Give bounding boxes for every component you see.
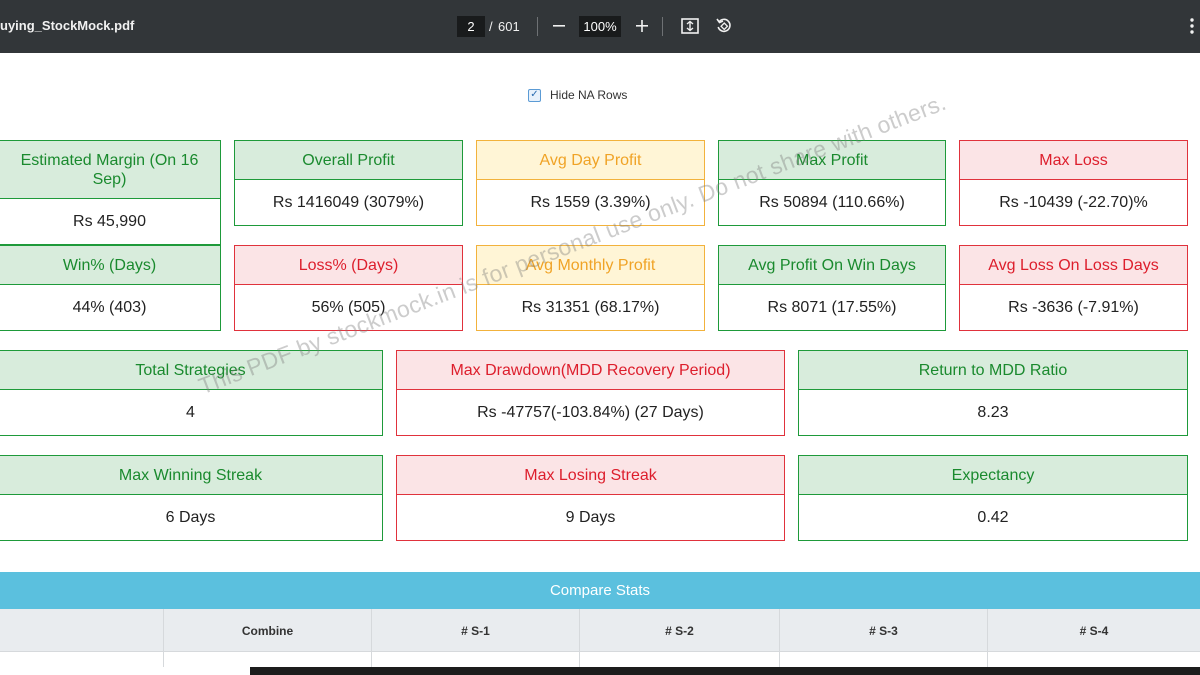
overall-profit-card: Overall Profit Rs 1416049 (3079%) xyxy=(234,140,463,226)
card-label: Max Profit xyxy=(719,141,945,180)
card-label: Loss% (Days) xyxy=(235,246,462,285)
max-profit-card: Max Profit Rs 50894 (110.66%) xyxy=(718,140,946,226)
card-label: Avg Profit On Win Days xyxy=(719,246,945,285)
column-header-s1[interactable]: # S-1 xyxy=(371,609,579,652)
win-pct-card: Win% (Days) 44% (403) xyxy=(0,245,221,331)
card-label: Max Winning Streak xyxy=(0,456,382,495)
column-header-combine[interactable]: Combine xyxy=(163,609,371,652)
card-value: 9 Days xyxy=(397,495,784,540)
max-losing-streak-card: Max Losing Streak 9 Days xyxy=(396,455,785,541)
table-cell xyxy=(371,652,579,667)
document-title: uying_StockMock.pdf xyxy=(0,18,134,33)
card-label: Estimated Margin (On 16 Sep) xyxy=(0,141,220,199)
os-taskbar xyxy=(250,667,1200,675)
card-value: Rs 31351 (68.17%) xyxy=(477,285,704,330)
expectancy-card: Expectancy 0.42 xyxy=(798,455,1188,541)
card-label: Expectancy xyxy=(799,456,1187,495)
card-value: Rs 1559 (3.39%) xyxy=(477,180,704,225)
table-cell xyxy=(779,652,987,667)
card-value: Rs 50894 (110.66%) xyxy=(719,180,945,225)
hide-na-checkbox[interactable]: ✓ xyxy=(528,89,541,102)
card-label: Total Strategies xyxy=(0,351,382,390)
card-value: Rs -47757(-103.84%) (27 Days) xyxy=(397,390,784,435)
card-value: 0.42 xyxy=(799,495,1187,540)
card-value: 4 xyxy=(0,390,382,435)
table-cell xyxy=(163,652,371,667)
card-label: Max Drawdown(MDD Recovery Period) xyxy=(397,351,784,390)
card-value: 56% (505) xyxy=(235,285,462,330)
rotate-icon[interactable] xyxy=(712,14,736,38)
card-value: Rs 45,990 xyxy=(0,199,220,244)
page-separator: / xyxy=(489,19,493,34)
pdf-toolbar: uying_StockMock.pdf 2 / 601 100% xyxy=(0,0,1200,53)
card-label: Win% (Days) xyxy=(0,246,220,285)
zoom-level-input[interactable]: 100% xyxy=(579,16,621,37)
avg-day-profit-card: Avg Day Profit Rs 1559 (3.39%) xyxy=(476,140,705,226)
page-total: 601 xyxy=(498,19,520,34)
card-label: Avg Monthly Profit xyxy=(477,246,704,285)
card-label: Avg Loss On Loss Days xyxy=(960,246,1187,285)
card-value: 6 Days xyxy=(0,495,382,540)
compare-table-header: Combine # S-1 # S-2 # S-3 # S-4 xyxy=(0,609,1200,652)
card-label: Max Losing Streak xyxy=(397,456,784,495)
return-mdd-ratio-card: Return to MDD Ratio 8.23 xyxy=(798,350,1188,436)
column-header-s3[interactable]: # S-3 xyxy=(779,609,987,652)
minus-icon[interactable] xyxy=(547,14,571,38)
max-winning-streak-card: Max Winning Streak 6 Days xyxy=(0,455,383,541)
table-cell xyxy=(987,652,1200,667)
card-label: Overall Profit xyxy=(235,141,462,180)
avg-loss-loss-days-card: Avg Loss On Loss Days Rs -3636 (-7.91%) xyxy=(959,245,1188,331)
fit-page-icon[interactable] xyxy=(678,14,702,38)
plus-icon[interactable] xyxy=(630,14,654,38)
total-strategies-card: Total Strategies 4 xyxy=(0,350,383,436)
toolbar-divider xyxy=(537,17,538,36)
card-value: Rs 1416049 (3079%) xyxy=(235,180,462,225)
card-value: Rs -10439 (-22.70)% xyxy=(960,180,1187,225)
loss-pct-card: Loss% (Days) 56% (505) xyxy=(234,245,463,331)
max-loss-card: Max Loss Rs -10439 (-22.70)% xyxy=(959,140,1188,226)
page-number-input[interactable]: 2 xyxy=(457,16,485,37)
card-label: Avg Day Profit xyxy=(477,141,704,180)
avg-monthly-profit-card: Avg Monthly Profit Rs 31351 (68.17%) xyxy=(476,245,705,331)
estimated-margin-card: Estimated Margin (On 16 Sep) Rs 45,990 xyxy=(0,140,221,245)
card-label: Return to MDD Ratio xyxy=(799,351,1187,390)
hide-na-label: Hide NA Rows xyxy=(550,88,627,102)
hide-na-filter[interactable]: ✓ Hide NA Rows xyxy=(528,88,627,102)
column-header-s4[interactable]: # S-4 xyxy=(987,609,1200,652)
toolbar-divider xyxy=(662,17,663,36)
more-vert-icon[interactable] xyxy=(1180,14,1200,38)
table-cell xyxy=(579,652,779,667)
card-value: 44% (403) xyxy=(0,285,220,330)
card-value: Rs 8071 (17.55%) xyxy=(719,285,945,330)
max-drawdown-card: Max Drawdown(MDD Recovery Period) Rs -47… xyxy=(396,350,785,436)
column-header-s2[interactable]: # S-2 xyxy=(579,609,779,652)
avg-profit-win-days-card: Avg Profit On Win Days Rs 8071 (17.55%) xyxy=(718,245,946,331)
column-header-empty xyxy=(0,609,163,652)
card-label: Max Loss xyxy=(960,141,1187,180)
compare-stats-title: Compare Stats xyxy=(0,572,1200,609)
table-row xyxy=(0,652,1200,667)
card-value: Rs -3636 (-7.91%) xyxy=(960,285,1187,330)
card-value: 8.23 xyxy=(799,390,1187,435)
